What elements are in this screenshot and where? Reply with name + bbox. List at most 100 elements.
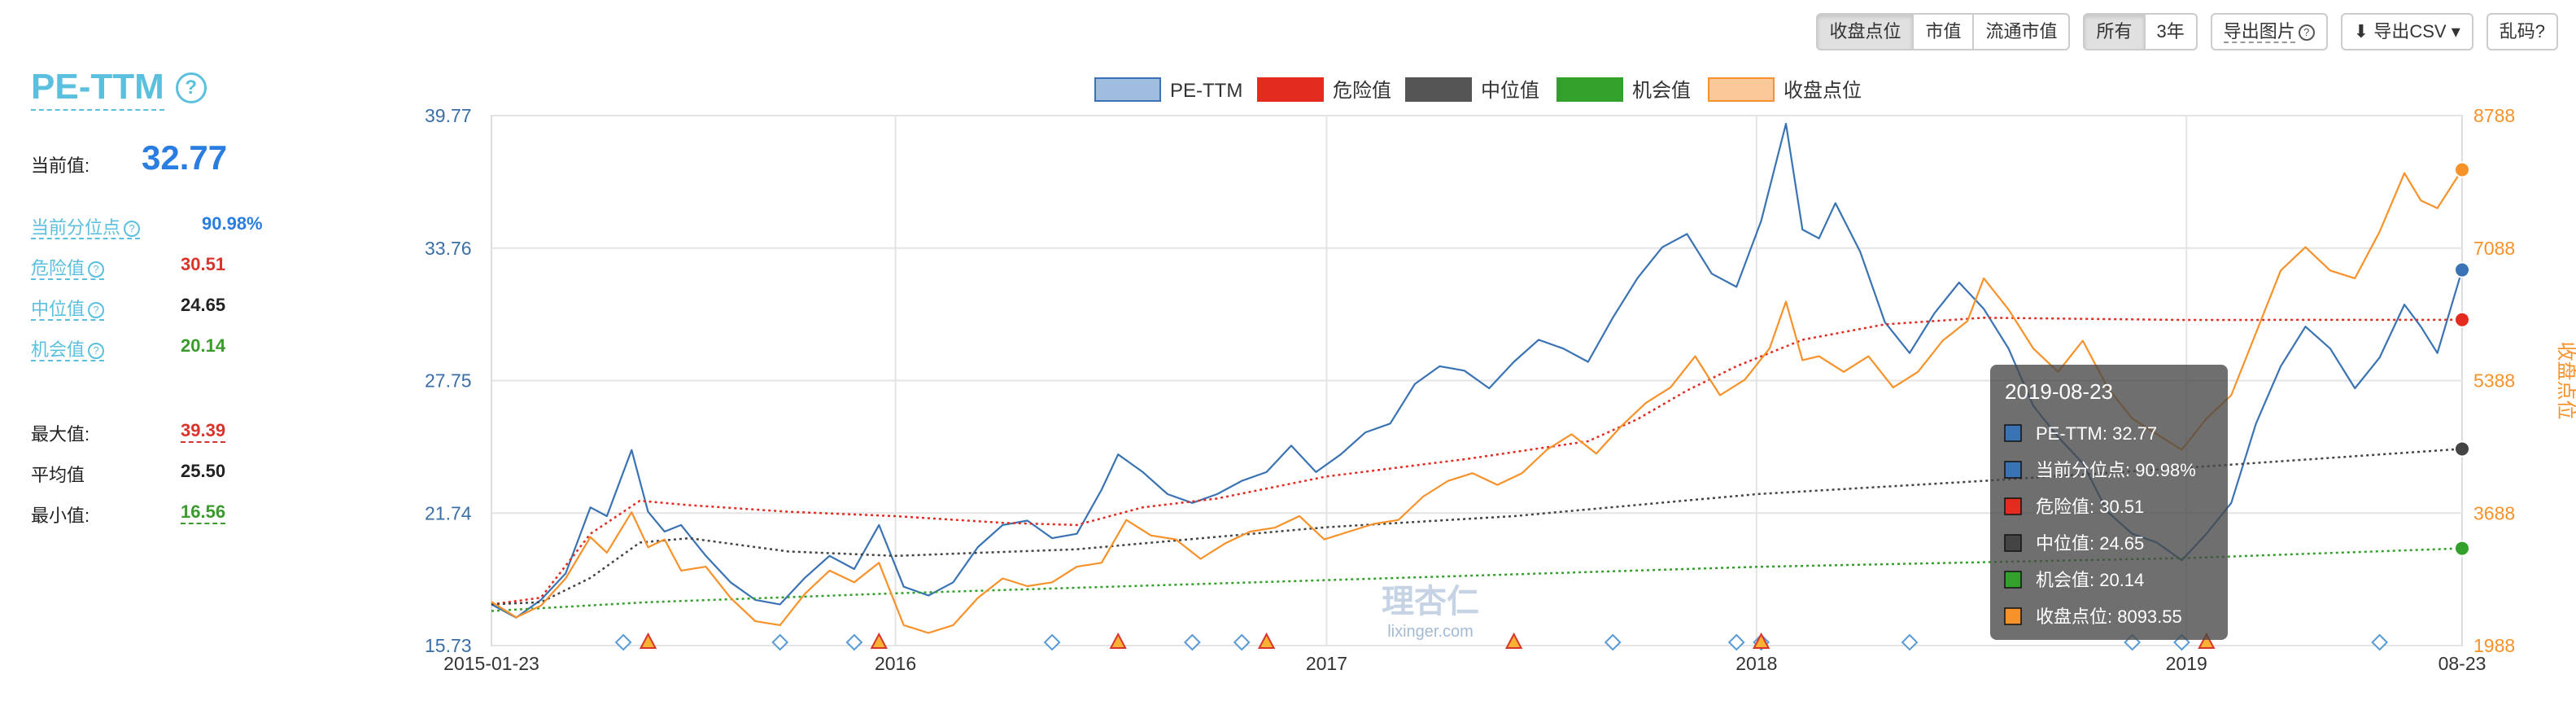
metric-button-market-cap[interactable]: 市值	[1912, 13, 1975, 50]
range-button-group: 所有 3年	[2083, 13, 2198, 50]
x-tick-label: 2016	[875, 653, 916, 674]
y-right-axis-title: 收盘点位	[2555, 342, 2576, 420]
help-icon[interactable]: ?	[175, 72, 207, 103]
percentile-value: 90.98%	[202, 213, 263, 234]
export-image-button[interactable]: 导出图片?	[2210, 13, 2328, 50]
event-triangle-marker	[1504, 632, 1523, 649]
stats-sidebar: PE-TTM ? 当前值: 32.77 当前分位点? 90.98% 危险值? 3…	[31, 65, 340, 526]
median-label: 中位值	[31, 299, 85, 319]
tooltip-swatch	[2004, 461, 2022, 479]
page-title[interactable]: PE-TTM	[31, 65, 164, 111]
x-tick-label: 2019	[2166, 653, 2207, 674]
series-line-中位值	[491, 448, 2463, 606]
stat-current: 当前值: 32.77	[31, 138, 227, 177]
stat-danger: 危险值? 30.51	[31, 254, 225, 280]
y-left-tick-label: 33.76	[425, 238, 472, 259]
metric-button-float-cap[interactable]: 流通市值	[1972, 13, 2071, 50]
x-tick-label: 2018	[1736, 653, 1777, 674]
min-label: 最小值:	[31, 506, 90, 526]
watermark-url: lixinger.com	[1387, 623, 1474, 641]
tooltip-swatch	[2004, 607, 2022, 625]
tooltip-swatch	[2004, 424, 2022, 442]
tooltip-row: 当前分位点: 90.98%	[2036, 460, 2196, 480]
event-diamond-marker	[1604, 633, 1622, 651]
x-tick-label: 08-23	[2438, 653, 2486, 674]
event-triangle-marker	[2198, 632, 2216, 649]
y-left-tick-label: 39.77	[425, 105, 472, 126]
x-tick-label: 2017	[1306, 653, 1347, 674]
event-triangle-marker	[1752, 632, 1770, 649]
y-right-tick-label: 3688	[2473, 502, 2515, 523]
tooltip-row: 危险值: 30.51	[2036, 497, 2144, 517]
tooltip-swatch	[2004, 534, 2022, 552]
current-label: 当前值:	[31, 155, 90, 176]
series-end-point	[2454, 311, 2470, 328]
event-triangle-marker	[1109, 632, 1127, 649]
range-button-3y[interactable]: 3年	[2143, 13, 2198, 50]
danger-value: 30.51	[181, 254, 226, 274]
y-right-tick-label: 5388	[2473, 370, 2515, 392]
event-diamond-marker	[1183, 633, 1201, 651]
garbled-text-button[interactable]: 乱码?	[2486, 13, 2558, 50]
export-csv-button[interactable]: ⬇ 导出CSV ▾	[2340, 13, 2473, 50]
min-value[interactable]: 16.56	[181, 501, 226, 524]
danger-link[interactable]: 危险值?	[31, 258, 105, 280]
max-label: 最大值:	[31, 424, 90, 444]
percentile-label: 当前分位点	[31, 217, 121, 238]
legend-swatch	[1557, 77, 1623, 102]
export-csv-label: 导出CSV	[2373, 21, 2447, 42]
stat-max: 最大值: 39.39	[31, 420, 226, 446]
download-icon: ⬇	[2353, 21, 2369, 42]
event-triangle-marker	[1257, 632, 1276, 649]
stat-avg: 平均值 25.50	[31, 461, 225, 487]
legend-label: PE-TTM	[1170, 80, 1242, 102]
export-image-label: 导出图片	[2223, 21, 2295, 43]
event-triangle-marker	[639, 632, 657, 649]
tooltip-date: 2019-08-23	[2005, 379, 2113, 404]
legend-swatch	[1405, 77, 1472, 102]
tooltip-swatch	[2004, 571, 2022, 589]
metric-button-close[interactable]: 收盘点位	[1816, 13, 1915, 50]
help-icon: ?	[88, 261, 105, 278]
tooltip-swatch	[2004, 497, 2022, 515]
y-left-tick-label: 21.74	[425, 502, 472, 523]
median-link[interactable]: 中位值?	[31, 299, 105, 321]
tooltip-row: 机会值: 20.14	[2036, 570, 2144, 590]
event-diamond-marker	[614, 633, 632, 651]
help-icon: ?	[2298, 24, 2315, 41]
event-triangle-marker	[870, 632, 888, 649]
legend-label: 收盘点位	[1784, 80, 1862, 102]
opportunity-link[interactable]: 机会值?	[31, 339, 105, 361]
tooltip-row: PE-TTM: 32.77	[2036, 423, 2157, 444]
legend-label: 机会值	[1632, 80, 1691, 102]
tooltip-row: 收盘点位: 8093.55	[2036, 606, 2182, 627]
range-button-all[interactable]: 所有	[2083, 13, 2146, 50]
event-diamond-marker	[771, 633, 789, 651]
toolbar: 收盘点位 市值 流通市值 所有 3年 导出图片? ⬇ 导出CSV ▾ 乱码?	[1816, 13, 2558, 50]
percentile-link[interactable]: 当前分位点?	[31, 217, 141, 239]
legend-swatch	[1094, 77, 1161, 102]
pe-title-row: PE-TTM ?	[31, 65, 340, 111]
danger-label: 危险值	[31, 258, 85, 278]
y-right-tick-label: 7088	[2473, 238, 2515, 259]
help-icon: ?	[88, 343, 105, 359]
tooltip-row: 中位值: 24.65	[2036, 533, 2144, 554]
watermark-logo: 理杏仁	[1382, 584, 1479, 620]
event-diamond-marker	[1727, 633, 1745, 651]
stat-percentile: 当前分位点? 90.98%	[31, 213, 263, 239]
legend-label: 中位值	[1481, 80, 1539, 102]
legend-swatch	[1708, 77, 1775, 102]
median-value: 24.65	[181, 295, 226, 315]
stat-min: 最小值: 16.56	[31, 501, 226, 528]
opportunity-label: 机会值	[31, 339, 85, 360]
max-value[interactable]: 39.39	[181, 420, 226, 443]
legend-label: 危险值	[1333, 80, 1391, 102]
series-end-point	[2454, 161, 2470, 178]
stat-opportunity: 机会值? 20.14	[31, 335, 225, 361]
x-tick-label: 2015-01-23	[443, 653, 539, 674]
tooltip-box	[1990, 365, 2228, 640]
event-diamond-marker	[2371, 633, 2389, 651]
avg-value: 25.50	[181, 461, 226, 481]
metric-button-group: 收盘点位 市值 流通市值	[1816, 13, 2071, 50]
